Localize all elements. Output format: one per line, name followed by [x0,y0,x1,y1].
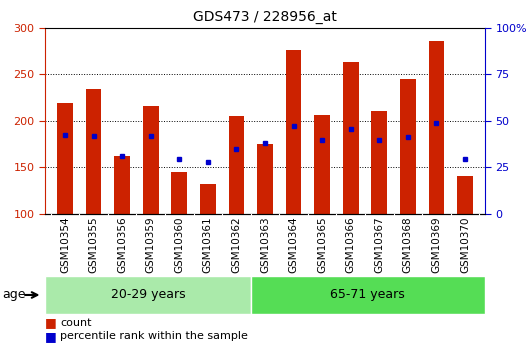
Text: ■: ■ [45,316,57,329]
Text: GSM10368: GSM10368 [403,217,413,273]
Bar [251,276,485,314]
Bar [457,176,473,214]
Bar [114,156,130,214]
Bar [45,276,251,314]
Text: GSM10365: GSM10365 [317,217,327,273]
Text: GSM10370: GSM10370 [460,217,470,273]
Bar [314,115,330,214]
Bar [343,62,359,214]
Text: GSM10364: GSM10364 [288,217,298,273]
Bar [257,144,273,214]
Bar [228,116,244,214]
Text: GSM10361: GSM10361 [203,217,213,273]
Text: GSM10369: GSM10369 [431,217,441,273]
Text: GDS473 / 228956_at: GDS473 / 228956_at [193,10,337,24]
Text: percentile rank within the sample: percentile rank within the sample [60,332,248,341]
Text: GSM10366: GSM10366 [346,217,356,273]
Text: GSM10360: GSM10360 [174,217,184,273]
Text: GSM10363: GSM10363 [260,217,270,273]
Text: count: count [60,318,91,327]
Bar [429,41,444,214]
Text: GSM10362: GSM10362 [232,217,242,273]
Text: GSM10355: GSM10355 [89,217,99,273]
Bar [286,50,302,214]
Text: ■: ■ [45,330,57,343]
Text: GSM10359: GSM10359 [146,217,156,273]
Text: age: age [3,288,26,302]
Bar [200,184,216,214]
Text: 20-29 years: 20-29 years [111,288,185,302]
Text: GSM10354: GSM10354 [60,217,70,273]
Text: GSM10356: GSM10356 [117,217,127,273]
Text: GSM10367: GSM10367 [374,217,384,273]
Bar [86,89,101,214]
Bar [57,103,73,214]
Text: 65-71 years: 65-71 years [331,288,405,302]
Bar [143,106,158,214]
Bar [171,172,187,214]
Bar [400,79,416,214]
Bar [372,111,387,214]
